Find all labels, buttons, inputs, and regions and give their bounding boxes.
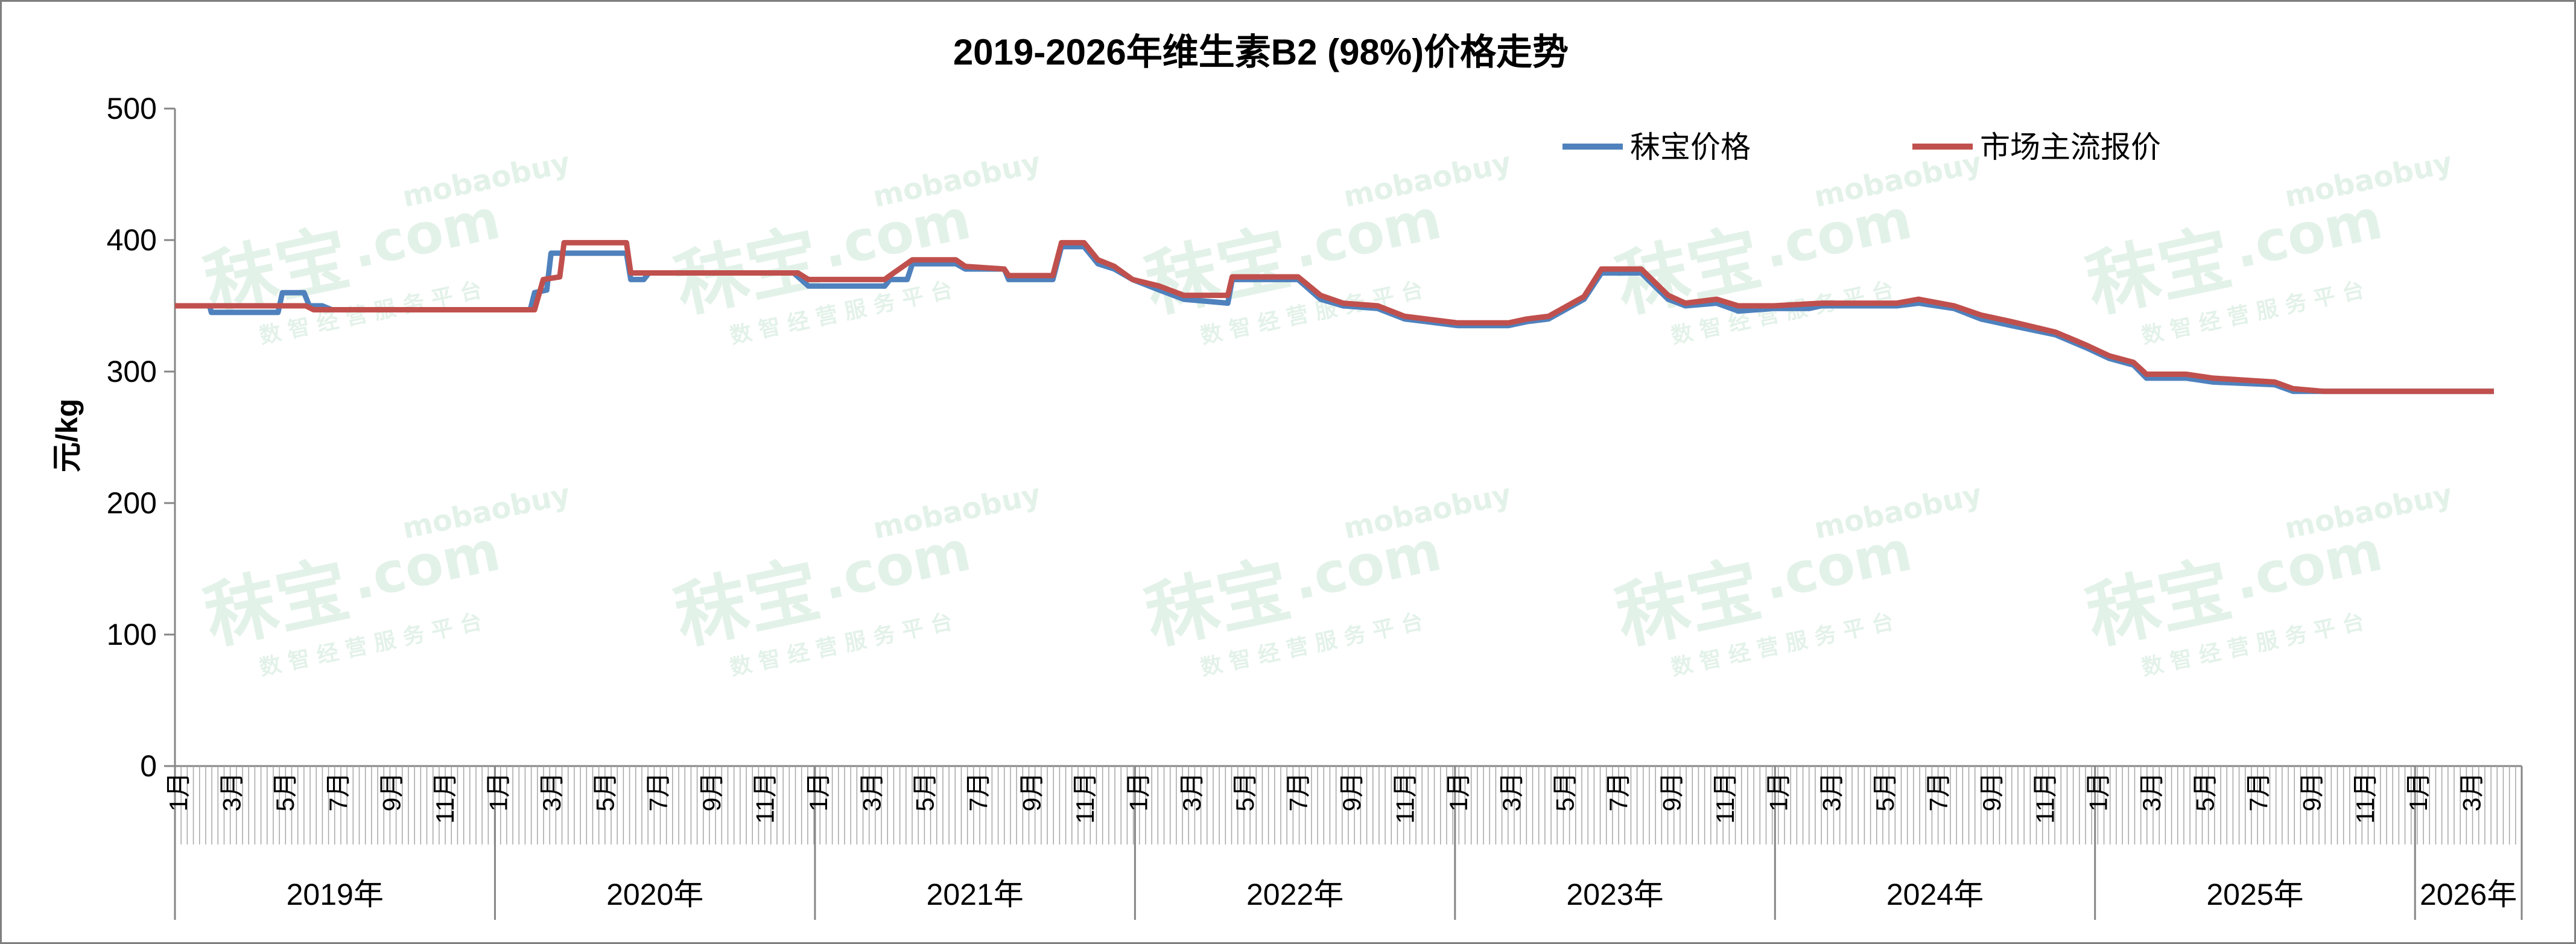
year-label: 2024年: [1886, 878, 1984, 911]
x-tick-label: 1月: [2404, 772, 2432, 811]
x-tick-label: 3月: [2137, 772, 2166, 811]
legend-label: 市场主流报价: [1980, 130, 2161, 164]
x-tick-label: 9月: [378, 772, 406, 811]
legend: 秣宝价格 市场主流报价: [1562, 130, 2161, 164]
x-tick-label: 3月: [1497, 772, 1526, 811]
x-tick-label: 3月: [538, 772, 566, 811]
series-line-market-quote: [175, 239, 2494, 394]
x-tick-label: 3月: [1818, 772, 1846, 811]
y-axis: 0 100 200 300 400 500: [107, 92, 176, 783]
x-tick-label: 1月: [2084, 772, 2113, 811]
x-tick-label: 5月: [1871, 772, 1899, 811]
y-tick-label: 300: [107, 355, 157, 388]
x-tick-label: 9月: [1657, 772, 1686, 811]
x-tick-label: 7月: [2244, 772, 2273, 811]
x-tick-label: 1月: [1444, 772, 1473, 811]
legend-label: 秣宝价格: [1630, 130, 1751, 164]
watermark-layer: 秣宝.commobaobuy数 智 经 营 服 务 平 台秣宝.commobao…: [197, 145, 2455, 680]
x-tick-label: 3月: [1178, 772, 1206, 811]
x-tick-label: 5月: [1551, 772, 1579, 811]
year-label: 2025年: [2206, 878, 2303, 911]
x-tick-label: 11月: [1391, 772, 1419, 824]
y-tick-label: 100: [107, 618, 157, 651]
year-label: 2020年: [606, 878, 703, 911]
x-tick-label: 7月: [1924, 772, 1953, 811]
year-label: 2026年: [2420, 878, 2517, 911]
x-tick-label: 1月: [1764, 772, 1792, 811]
x-tick-label: 9月: [2297, 772, 2326, 811]
x-tick-label: 1月: [164, 772, 192, 811]
x-tick-label: 5月: [271, 772, 299, 811]
x-tick-label: 5月: [1231, 772, 1259, 811]
x-tick-label: 11月: [751, 772, 779, 824]
x-tick-label: 1月: [1124, 772, 1152, 811]
x-tick-label: 7月: [324, 772, 352, 811]
x-tick-label: 7月: [1604, 772, 1632, 811]
x-tick-label: 11月: [2031, 772, 2059, 824]
x-tick-label: 11月: [2351, 772, 2379, 824]
x-tick-label: 3月: [857, 772, 886, 811]
x-tick-label: 11月: [1071, 772, 1099, 824]
y-tick-label: 400: [107, 223, 157, 257]
year-label: 2022年: [1246, 878, 1344, 911]
y-tick-label: 200: [107, 486, 157, 520]
chart-title: 2019-2026年维生素B2 (98%)价格走势: [953, 32, 1569, 72]
x-tick-label: 3月: [217, 772, 246, 811]
year-label: 2023年: [1566, 878, 1663, 911]
x-tick-label: 1月: [804, 772, 833, 811]
x-tick-label: 7月: [644, 772, 673, 811]
x-tick-label: 9月: [1018, 772, 1046, 811]
x-tick-label: 5月: [591, 772, 619, 811]
x-tick-label: 3月: [2458, 772, 2486, 811]
x-tick-label: 7月: [1284, 772, 1313, 811]
x-tick-label: 11月: [431, 772, 459, 824]
x-axis: 1月 3月 5月 7月 9月 11月 2019年 1月 3月 5月 7月 9月 11月 2020年 1月 3月…: [164, 765, 2523, 920]
year-label: 2021年: [927, 878, 1024, 911]
y-tick-label: 500: [107, 92, 157, 125]
x-tick-label: 11月: [1711, 772, 1739, 824]
year-label: 2019年: [287, 878, 384, 911]
x-tick-label: 9月: [697, 772, 726, 811]
series-layer: [175, 239, 2494, 394]
y-tick-label: 0: [140, 749, 157, 783]
x-tick-label: 1月: [484, 772, 512, 811]
x-tick-label: 7月: [964, 772, 992, 811]
x-tick-label: 5月: [2191, 772, 2219, 811]
x-tick-label: 9月: [1978, 772, 2006, 811]
x-tick-label: 5月: [911, 772, 939, 811]
y-axis-label: 元/kg: [50, 399, 84, 472]
x-tick-label: 9月: [1337, 772, 1366, 811]
